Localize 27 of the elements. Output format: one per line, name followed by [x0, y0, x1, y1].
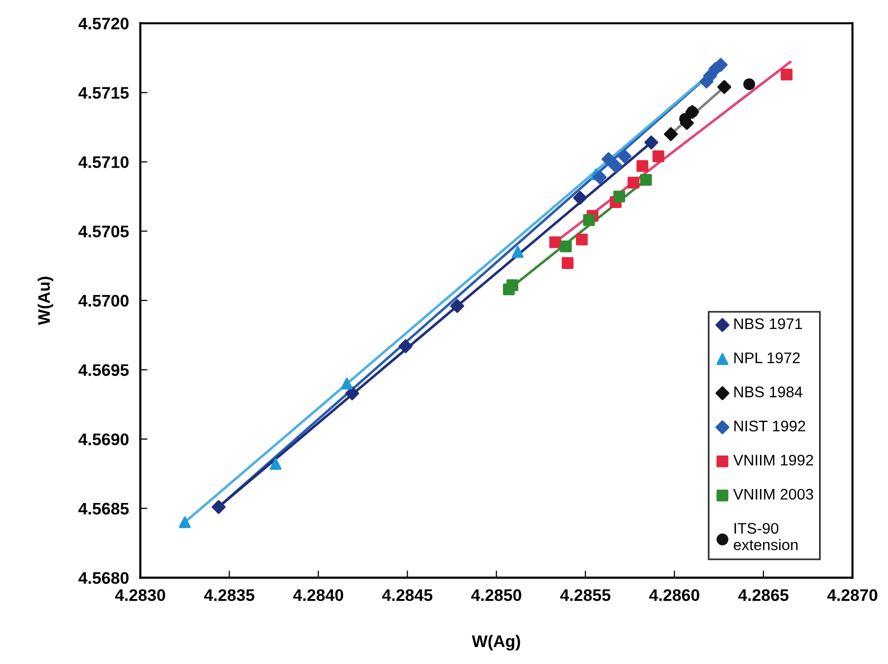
y-tick-label: 4.5700	[78, 294, 129, 307]
x-tick-label: 4.2860	[649, 589, 700, 602]
x-tick-label: 4.2840	[293, 589, 344, 602]
y-tick-label: 4.5710	[78, 156, 129, 168]
x-tick-label: 4.2845	[382, 589, 432, 602]
legend-label: NIST 1992	[734, 420, 806, 432]
y-tick-label: 4.5705	[78, 226, 129, 238]
y-tick-label: 4.5720	[78, 18, 129, 30]
y-tick-label: 4.5680	[78, 572, 129, 584]
x-tick-label: 4.2865	[738, 589, 788, 602]
x-tick-label: 4.2870	[827, 589, 878, 602]
y-tick-label: 4.5715	[78, 87, 129, 99]
legend-label: VNIIM 1992	[733, 454, 814, 466]
x-tick-label: 4.2855	[560, 589, 610, 602]
legend-label: NBS 1984	[734, 386, 802, 398]
x-axis-title: W(Ag)	[472, 634, 520, 650]
legend-label: NBS 1971	[734, 318, 802, 330]
x-tick-label: 4.2830	[115, 589, 166, 602]
y-axis-title: W(Au)	[38, 276, 54, 325]
x-tick-label: 4.2850	[471, 589, 522, 602]
y-tick-label: 4.5690	[78, 433, 129, 446]
legend-label: VNIIM 2003	[733, 488, 814, 500]
legend-label: ITS-90 extension	[734, 522, 798, 550]
x-tick-label: 4.2835	[204, 589, 254, 602]
y-tick-label: 4.5695	[78, 364, 129, 376]
legend-label: NPL 1972	[734, 352, 800, 364]
y-tick-label: 4.5685	[78, 502, 129, 515]
